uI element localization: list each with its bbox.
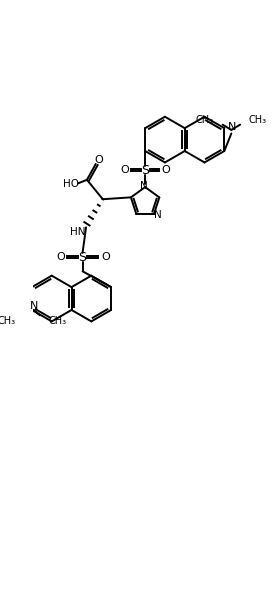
Text: HN: HN [70,227,86,236]
Text: O: O [161,165,170,175]
Text: CH₃: CH₃ [249,115,267,125]
Text: N: N [140,181,148,191]
Text: O: O [56,252,65,262]
Text: CH₃: CH₃ [0,317,15,326]
Text: O: O [101,252,110,262]
Text: S: S [79,251,87,264]
Text: O: O [95,154,104,165]
Text: N: N [30,301,38,311]
Text: CH₃: CH₃ [49,317,67,326]
Text: N: N [153,210,161,220]
Text: CH₃: CH₃ [196,115,214,125]
Text: N: N [228,122,236,132]
Text: HO: HO [63,179,79,189]
Text: S: S [141,164,149,177]
Text: O: O [121,165,129,175]
